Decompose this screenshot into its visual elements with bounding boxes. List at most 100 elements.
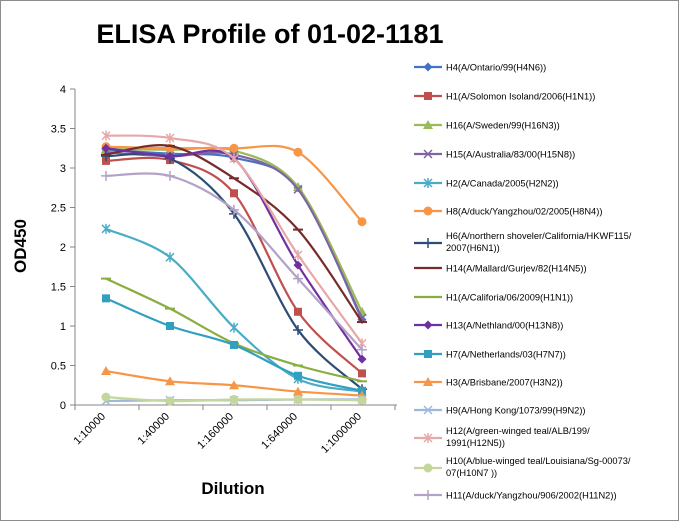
data-point [357,344,367,355]
legend-entry: H13(A/Nethland/00(H13N8)) [414,320,563,331]
legend-entry: H7(A/Netherlands/03(H7N7)) [414,350,566,360]
series-group [101,151,367,395]
legend-label: 1991(H12N5)) [446,438,505,448]
data-point [357,354,367,364]
series-group [101,144,367,324]
data-point [423,463,433,473]
series-group [101,170,367,355]
data-point [423,320,433,330]
y-tick-label: 4 [60,84,66,96]
data-point [102,294,110,303]
legend-entry: H2(A/Canada/2005(H2N2)) [414,178,559,189]
legend-entry: H1(A/Solomon Isoland/2006(H1N1)) [414,92,595,102]
data-point [293,181,303,191]
data-point [229,204,239,215]
data-point [423,490,433,500]
x-tick-label: 1:1000000 [319,411,364,456]
data-point [101,392,111,402]
legend-label: H13(A/Nethland/00(H13N8)) [446,321,563,331]
data-point [293,273,303,284]
series-group [101,366,367,400]
y-tick-label: 3 [60,163,66,175]
data-point [293,249,303,260]
data-point [357,217,367,227]
legend-label: 2007(H6N1)) [446,243,500,253]
data-point [229,322,239,333]
legend-label: H14(A/Mallard/Gurjev/82(H14N5)) [446,264,587,274]
x-axis-title: Dilution [201,479,264,498]
legend-label: H16(A/Sweden/99(H16N3)) [446,121,560,131]
y-tick-label: 0 [60,400,66,412]
data-point [423,433,433,443]
legend-entry: H12(A/green-winged teal/ALB/199/1991(H12… [414,426,590,448]
legend-label: H1(A/Solomon Isoland/2006(H1N1)) [446,92,595,102]
series-line [105,156,363,375]
legend-entry: H1(A/Califoria/06/2009(H1N1)) [414,293,573,303]
data-point [101,130,111,141]
series-group [101,392,367,406]
legend-entry: H9(A/Hong Kong/1073/99(H9N2)) [414,405,586,416]
series-line [105,227,363,393]
series-line [105,144,363,323]
data-point [293,324,303,335]
data-point [423,238,433,248]
y-tick-label: 0.5 [51,361,66,373]
legend-label: H1(A/Califoria/06/2009(H1N1)) [446,293,573,303]
data-point [166,322,174,330]
data-point [229,380,239,390]
legend-entry: H11(A/duck/Yangzhou/906/2002(H11N2)) [414,490,617,501]
data-point [357,395,367,405]
data-point [229,394,239,404]
data-point [165,376,175,386]
legend-entry: H6(A/northern shoveler/California/HKWF11… [414,231,632,253]
legend-entry: H4(A/Ontario/99(H4N6)) [414,62,546,73]
data-point [165,170,175,181]
legend-label: H9(A/Hong Kong/1073/99(H9N2)) [446,406,586,416]
data-point [423,120,433,129]
data-point [293,386,303,396]
legend-entry: H8(A/duck/Yangzhou/02/2005(H8N4)) [414,206,602,217]
y-tick-label: 1 [60,321,66,333]
chart-title: ELISA Profile of 01-02-1181 [96,19,443,49]
x-tick-label: 1:160000 [195,411,236,452]
data-point [424,350,432,358]
data-point [293,184,303,194]
data-point [101,170,111,181]
y-tick-label: 2 [60,242,66,254]
data-point [423,206,433,216]
legend-entry: H15(A/Australia/83/00(H15N8)) [414,149,575,160]
data-point [101,151,111,162]
data-point [101,223,111,234]
legend-label: H2(A/Canada/2005(H2N2)) [446,179,559,189]
data-point [230,189,238,198]
data-point [423,149,433,159]
data-point [165,252,175,263]
x-tick-label: 1:10000 [72,411,109,448]
legend-label: 07(H10N7 )) [446,468,497,478]
legend-entry: H16(A/Sweden/99(H16N3)) [414,120,560,131]
x-tick-label: 1:640000 [259,411,300,452]
data-point [101,366,111,376]
data-point [293,147,303,157]
legend-label: H4(A/Ontario/99(H4N6)) [446,63,546,73]
legend-label: H12(A/green-winged teal/ALB/199/ [446,426,590,436]
y-tick-label: 1.5 [51,282,66,294]
data-point [294,307,302,316]
legend-label: H6(A/northern shoveler/California/HKWF11… [446,231,632,241]
data-point [294,371,302,380]
data-point [357,313,367,323]
legend-label: H15(A/Australia/83/00(H15N8)) [446,150,575,160]
legend-label: H8(A/duck/Yangzhou/02/2005(H8N4)) [446,207,602,217]
data-point [293,394,303,404]
legend-label: H10(A/blue-winged teal/Louisiana/Sg-0007… [446,456,631,466]
series-group [101,144,367,316]
legend-entry: H10(A/blue-winged teal/Louisiana/Sg-0007… [414,456,631,478]
data-point [293,260,303,270]
y-tick-label: 3.5 [51,124,66,136]
legend-label: H7(A/Netherlands/03(H7N7)) [446,350,566,360]
data-point [230,340,238,349]
data-point [165,396,175,406]
legend-label: H3(A/Brisbane/2007(H3N2)) [446,378,563,388]
